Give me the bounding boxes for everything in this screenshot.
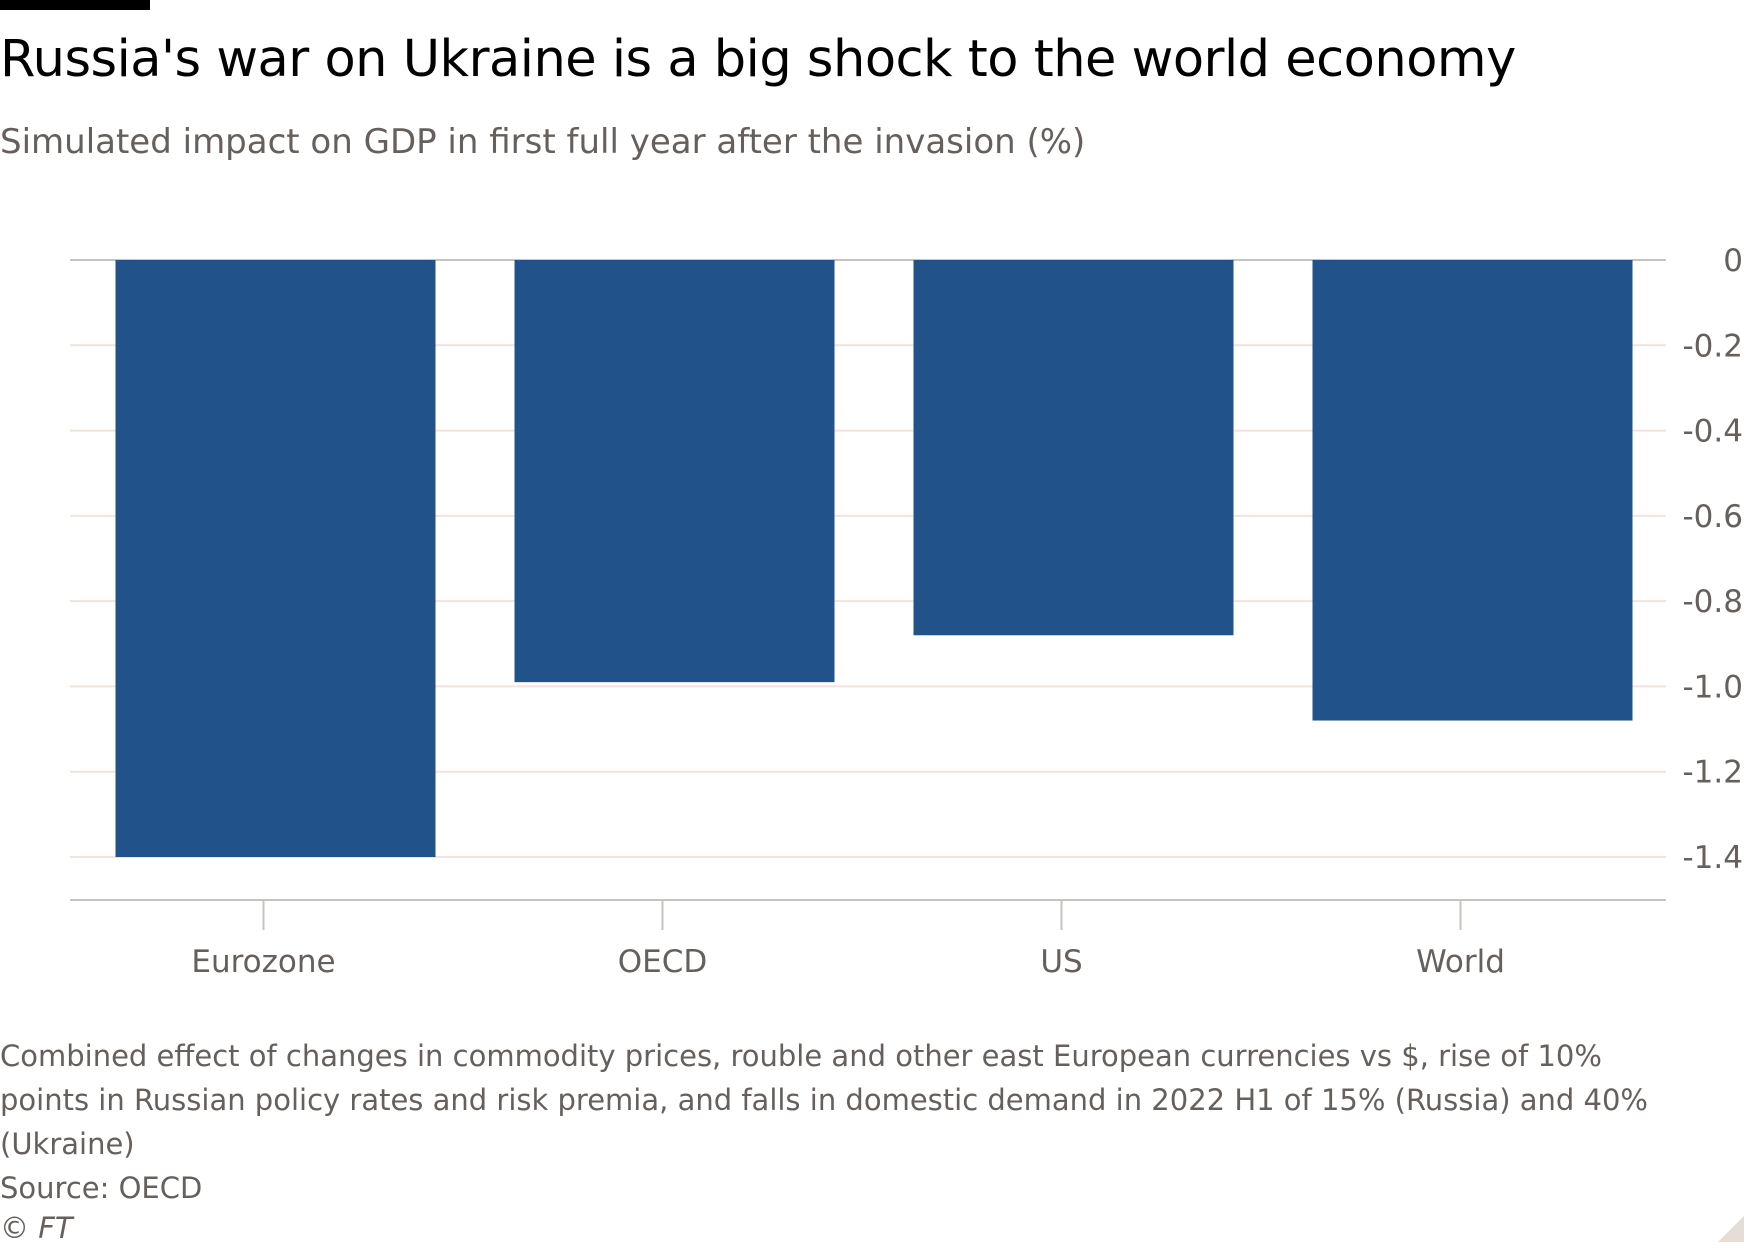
source-text: Source: OECD — [0, 1171, 203, 1205]
y-axis-ticks: 0 -0.2 -0.4 -0.6 -0.8 -1.0 -1.2 -1.4 — [1683, 243, 1744, 876]
y-tick-label: -0.2 — [1683, 328, 1744, 364]
x-tick-label: World — [1416, 944, 1505, 980]
copyright-text: © FT — [0, 1211, 73, 1245]
y-tick-label: -1.0 — [1683, 669, 1744, 705]
bar-world — [1312, 260, 1633, 721]
corner-marker — [1718, 1216, 1744, 1242]
bar-chart: 0 -0.2 -0.4 -0.6 -0.8 -1.0 -1.2 -1.4 Eurozone OE… — [70, 243, 1744, 980]
x-axis: Eurozone OECD US World — [70, 899, 1666, 980]
bar-us — [913, 260, 1234, 636]
chart-subtitle: Simulated impact on GDP in first full ye… — [0, 122, 1086, 162]
x-tick-label: US — [1040, 944, 1082, 980]
bar-eurozone — [115, 260, 436, 857]
chart-note: Combined effect of changes in commodity … — [0, 1039, 1648, 1161]
brand-bar — [0, 0, 150, 10]
bar-oecd — [514, 260, 835, 683]
chart-title: Russia's war on Ukraine is a big shock t… — [0, 30, 1516, 89]
y-tick-label: -0.4 — [1683, 414, 1744, 450]
y-tick-label: 0 — [1723, 243, 1743, 279]
y-tick-label: -1.4 — [1683, 840, 1744, 876]
x-tick-label: OECD — [618, 944, 708, 980]
x-tick-label: Eurozone — [191, 944, 335, 980]
bars — [115, 260, 1633, 857]
y-tick-label: -1.2 — [1683, 755, 1744, 791]
y-tick-label: -0.8 — [1683, 584, 1744, 620]
y-tick-label: -0.6 — [1683, 499, 1744, 535]
